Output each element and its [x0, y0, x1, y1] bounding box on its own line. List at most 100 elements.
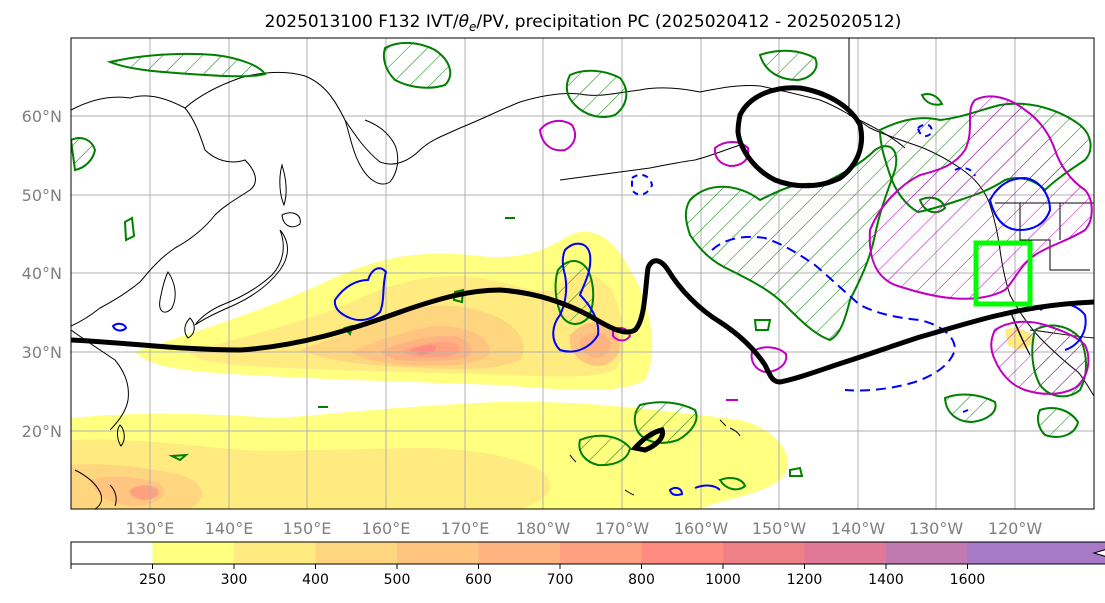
colorbar-extend-arrow — [967, 542, 1105, 564]
colorbar-label: 500 — [384, 572, 411, 588]
coastline-honshu — [194, 229, 288, 326]
ivt-band-800-north — [410, 345, 436, 355]
ivt-shading — [71, 231, 1035, 509]
colorbar-outline — [70, 541, 1105, 565]
lat-label-30: 30°N — [22, 343, 62, 362]
target-region-box — [973, 240, 1033, 307]
coastline-pacific-islands — [569, 454, 635, 496]
ivt-band-700-south — [129, 485, 159, 500]
precip-negative-contours — [538, 95, 1093, 401]
precip-pos-mexico-south — [1036, 407, 1080, 438]
theta-e-dashed-bering — [631, 173, 654, 196]
theta-e-small-4 — [962, 409, 969, 413]
coastline-china-east — [71, 329, 129, 431]
lon-label-150e: 150°E — [283, 519, 332, 538]
precip-neg-southwest-us — [990, 320, 1090, 395]
lon-label-140w: 140°W — [831, 519, 886, 538]
theta-e-dashed-alaska — [916, 123, 976, 177]
coastline-korea — [159, 271, 176, 313]
precip-neg-east-pacific — [868, 95, 1093, 300]
lon-label-180w: 180°W — [516, 519, 571, 538]
precip-neg-north-pacific — [538, 119, 577, 152]
colorbar-label: 600 — [465, 572, 492, 588]
pv-contours — [71, 85, 1094, 453]
theta-e-dashed-east — [711, 235, 957, 392]
lon-label-170e: 170°E — [441, 519, 490, 538]
coastline-philippines — [74, 469, 117, 509]
lon-label-130e: 130°E — [126, 519, 175, 538]
precip-small-9 — [920, 93, 944, 106]
map-area — [71, 38, 1094, 509]
lon-label-160e: 160°E — [362, 519, 411, 538]
coastline-taiwan — [117, 424, 125, 447]
colorbar-label: 800 — [628, 572, 655, 588]
theta-e-small-2 — [694, 484, 721, 491]
theta-e-small-1 — [111, 322, 128, 332]
precip-pos-southeast — [943, 393, 997, 424]
precip-neg-subtropic-1 — [750, 346, 788, 374]
colorbar-cell — [723, 542, 805, 564]
lon-label-120w: 120°W — [988, 519, 1043, 538]
precip-neg-alaska-south — [713, 141, 750, 168]
lat-label-50: 50°N — [22, 186, 62, 205]
lon-label-160w: 160°W — [674, 519, 729, 538]
colorbar-cell — [478, 542, 561, 564]
colorbar-cell — [152, 542, 235, 564]
coastline-hawaii — [719, 419, 741, 437]
colorbar-label: 400 — [302, 572, 329, 588]
colorbar-cell — [641, 542, 724, 564]
precip-pos-subtropic — [578, 434, 632, 467]
colorbar: 250 300 400 500 600 700 800 1000 1200 1400 1600 — [70, 541, 1105, 588]
colorbar-label: 1000 — [705, 572, 741, 588]
chart-title: 2025013100 F132 IVT/θe/PV, precipitation… — [265, 12, 902, 34]
colorbar-label: 300 — [221, 572, 248, 588]
colorbar-cells — [70, 541, 1105, 565]
colorbar-cell — [804, 542, 887, 564]
lon-label-170w: 170°W — [595, 519, 650, 538]
coastline-kamchatka — [344, 119, 399, 185]
theta-e-dateline-loop — [552, 242, 600, 353]
pv-alaska-loop — [735, 85, 865, 189]
precip-small-5 — [168, 453, 190, 462]
colorbar-cell — [560, 542, 642, 564]
lon-tick-labels: 130°E 140°E 150°E 160°E 170°E 180°W 170°… — [126, 519, 1043, 538]
lon-label-130w: 130°W — [909, 519, 964, 538]
colorbar-cell — [315, 542, 398, 564]
precip-pos-bering-sea — [565, 69, 628, 118]
lon-label-150w: 150°W — [752, 519, 807, 538]
theta-e-west-loop — [333, 267, 388, 321]
precip-pos-north-alaska — [758, 49, 818, 82]
precip-small-6 — [753, 319, 772, 331]
colorbar-cell — [71, 542, 153, 564]
precip-small-1 — [123, 216, 136, 242]
precip-small-7 — [789, 466, 804, 477]
lon-label-140e: 140°E — [205, 519, 254, 538]
colorbar-cell — [886, 542, 968, 564]
lat-label-20: 20°N — [22, 422, 62, 441]
lat-label-60: 60°N — [22, 107, 62, 126]
map-frame — [70, 37, 1095, 510]
precip-neg-subtropic-2 — [612, 327, 632, 342]
colorbar-label: 1600 — [950, 572, 986, 588]
precip-small-11 — [718, 477, 747, 491]
colorbar-label: 250 — [139, 572, 166, 588]
precip-pos-siberia-coast — [71, 137, 97, 172]
theta-e-small-3 — [668, 486, 684, 496]
pv-main-line — [71, 258, 1094, 385]
coastline-aleutians — [559, 144, 741, 181]
pv-south-blob — [630, 427, 666, 453]
colorbar-labels: 250 300 400 500 600 700 800 1000 1200 1400 1600 — [139, 572, 985, 588]
colorbar-label: 1200 — [787, 572, 823, 588]
lat-label-40: 40°N — [22, 264, 62, 283]
coastline-hokkaido — [281, 212, 301, 228]
colorbar-ticks — [70, 564, 968, 569]
colorbar-label: 700 — [547, 572, 574, 588]
colorbar-cell — [397, 542, 479, 564]
precip-pos-arctic-asia — [106, 52, 267, 78]
coastline-sakhalin — [279, 163, 287, 207]
coastline-kyushu — [184, 317, 195, 339]
coastline-asia — [71, 95, 256, 327]
precip-pos-west-bering — [382, 42, 452, 89]
lat-tick-labels: 20°N 30°N 40°N 50°N 60°N — [22, 107, 62, 441]
